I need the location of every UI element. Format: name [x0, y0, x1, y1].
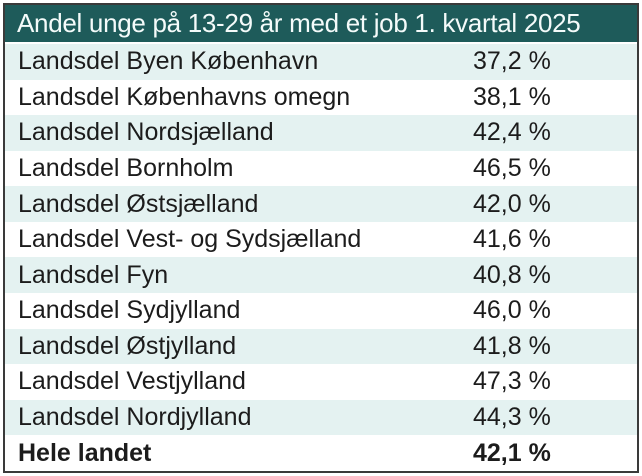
- row-label: Landsdel Byen København: [18, 47, 319, 76]
- row-label: Landsdel Bornholm: [18, 154, 234, 183]
- table-row: Landsdel Københavns omegn 38,1 %: [5, 79, 637, 116]
- row-value: 37,2 %: [473, 47, 551, 76]
- table-title: Andel unge på 13-29 år med et job 1. kva…: [17, 8, 581, 38]
- table-row: Landsdel Vestjylland 47,3 %: [5, 364, 637, 400]
- table-row: Landsdel Østjylland 41,8 %: [5, 328, 637, 365]
- table-row: Landsdel Bornholm 46,5 %: [5, 150, 637, 187]
- table-row-total: Hele landet 42,1 %: [5, 435, 637, 471]
- table-body: Landsdel Byen København 37,2 % Landsdel …: [5, 44, 637, 436]
- row-value: 46,0 %: [473, 296, 551, 325]
- row-label: Landsdel Nordsjælland: [18, 118, 274, 147]
- row-value: 40,8 %: [473, 260, 551, 289]
- row-value: 42,1 %: [473, 438, 551, 467]
- table-row: Landsdel Fyn 40,8 %: [5, 257, 637, 294]
- table-row: Landsdel Sydjylland 46,0 %: [5, 293, 637, 329]
- row-value: 41,8 %: [473, 331, 551, 360]
- row-value: 46,5 %: [473, 154, 551, 183]
- row-value: 42,4 %: [473, 118, 551, 147]
- table-row: Landsdel Østsjælland 42,0 %: [5, 186, 637, 222]
- row-value: 41,6 %: [473, 225, 551, 254]
- row-label: Landsdel Vestjylland: [18, 367, 246, 396]
- row-value: 38,1 %: [473, 82, 551, 111]
- row-value: 42,0 %: [473, 189, 551, 218]
- row-label: Landsdel Københavns omegn: [18, 82, 351, 111]
- row-value: 47,3 %: [473, 367, 551, 396]
- row-label: Landsdel Østjylland: [18, 331, 237, 360]
- table-row: Landsdel Nordjylland 44,3 %: [5, 399, 637, 436]
- row-value: 44,3 %: [473, 403, 551, 432]
- row-label: Landsdel Fyn: [18, 260, 169, 289]
- table-frame: Andel unge på 13-29 år med et job 1. kva…: [3, 3, 639, 473]
- row-label: Landsdel Østsjælland: [18, 189, 259, 218]
- table-row: Landsdel Byen København 37,2 %: [5, 44, 637, 80]
- table-header: Andel unge på 13-29 år med et job 1. kva…: [5, 5, 637, 44]
- table-row: Landsdel Nordsjælland 42,4 %: [5, 115, 637, 151]
- row-label: Landsdel Sydjylland: [18, 296, 241, 325]
- row-label: Landsdel Vest- og Sydsjælland: [18, 225, 362, 254]
- row-label: Landsdel Nordjylland: [18, 403, 252, 432]
- row-label: Hele landet: [18, 438, 152, 467]
- table-row: Landsdel Vest- og Sydsjælland 41,6 %: [5, 221, 637, 258]
